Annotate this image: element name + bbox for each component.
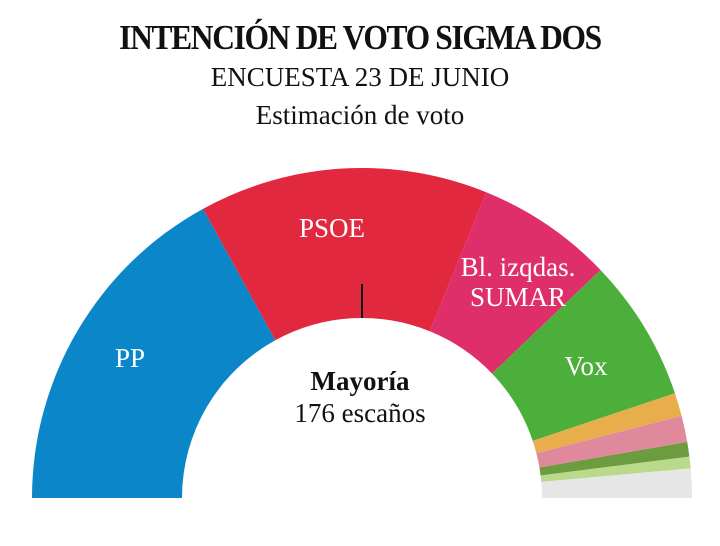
slice (539, 441, 690, 476)
slice (541, 468, 692, 498)
slice (532, 393, 682, 454)
chart-subtitle: Estimación de voto (255, 100, 465, 130)
slice-label: Vox (564, 351, 608, 381)
chart-subtitle: ENCUESTA 23 DE JUNIO (210, 62, 510, 92)
slice (429, 192, 601, 374)
slice (203, 168, 487, 341)
slice-label: PP (114, 343, 146, 373)
slice (540, 456, 691, 482)
chart-title: INTENCIÓN DE VOTO SIGMA DOS (119, 18, 602, 57)
annotation-title: Mayoría (310, 366, 410, 396)
annotation-text: 176 escaños (294, 398, 426, 428)
slice (492, 269, 675, 441)
slice (32, 208, 276, 499)
slice-label: PSOE (298, 213, 366, 243)
slice-label: Bl. izqdas. SUMAR (460, 252, 576, 312)
slice (536, 415, 688, 468)
